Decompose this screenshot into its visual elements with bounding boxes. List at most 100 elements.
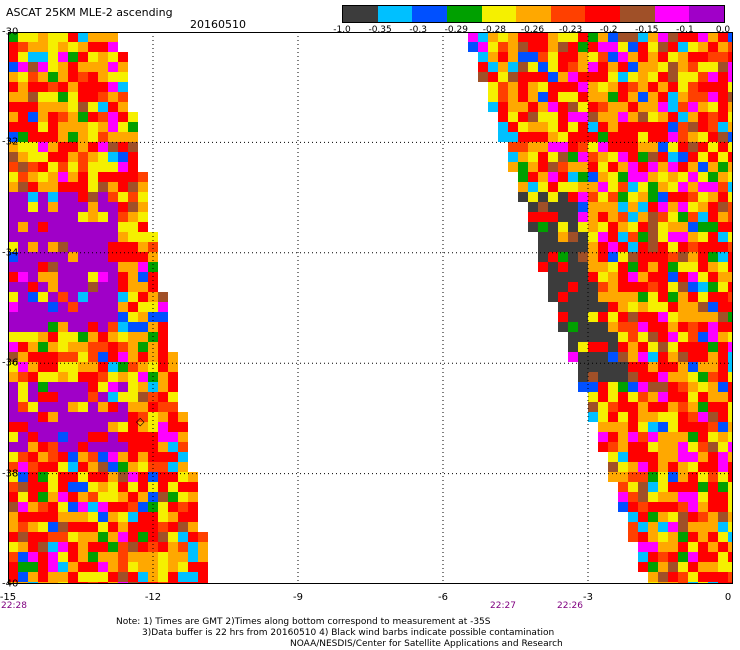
swath-cell (78, 462, 88, 472)
swath-cell (668, 172, 678, 182)
swath-cell (708, 562, 718, 572)
swath-cell (118, 112, 128, 122)
swath-cell (728, 332, 733, 342)
swath-cell (518, 112, 528, 122)
swath-cell (478, 62, 488, 72)
swath-cell (628, 352, 638, 362)
swath-cell (158, 432, 168, 442)
swath-cell (138, 442, 148, 452)
swath-cell (558, 222, 568, 232)
swath-cell (98, 162, 108, 172)
swath-cell (78, 272, 88, 282)
swath-cell (648, 222, 658, 232)
swath-cell (158, 512, 168, 522)
swath-cell (718, 552, 728, 562)
swath-cell (618, 242, 628, 252)
longitude-tick-label: -15 (0, 592, 17, 603)
swath-cell (68, 412, 78, 422)
swath-cell (68, 242, 78, 252)
swath-cell (28, 72, 38, 82)
swath-cell (488, 102, 498, 112)
swath-cell (118, 342, 128, 352)
swath-cell (708, 292, 718, 302)
swath-cell (148, 242, 158, 252)
swath-cell (168, 442, 178, 452)
swath-cell (58, 532, 68, 542)
swath-cell (708, 372, 718, 382)
swath-cell (98, 312, 108, 322)
swath-cell (668, 562, 678, 572)
swath-cell (638, 502, 648, 512)
swath-cell (718, 322, 728, 332)
swath-cell (168, 532, 178, 542)
swath-cell (598, 62, 608, 72)
swath-cell (78, 232, 88, 242)
swath-cell (528, 172, 538, 182)
swath-cell (168, 562, 178, 572)
swath-cell (688, 332, 698, 342)
swath-cell (68, 452, 78, 462)
swath-cell (8, 252, 18, 262)
swath-cell (498, 42, 508, 52)
swath-cell (88, 142, 98, 152)
swath-cell (18, 92, 28, 102)
swath-cell (78, 82, 88, 92)
swath-cell (618, 392, 628, 402)
swath-cell (138, 542, 148, 552)
swath-cell (58, 142, 68, 152)
swath-cell (648, 252, 658, 262)
swath-cell (68, 322, 78, 332)
swath-cell (68, 122, 78, 132)
swath-cell (68, 232, 78, 242)
swath-cell (88, 282, 98, 292)
swath-cell (598, 32, 608, 42)
swath-cell (698, 352, 708, 362)
swath-cell (658, 362, 668, 372)
swath-cell (508, 162, 518, 172)
swath-cell (18, 452, 28, 462)
swath-cell (708, 82, 718, 92)
swath-cell (688, 552, 698, 562)
swath-cell (48, 352, 58, 362)
swath-cell (58, 302, 68, 312)
swath-cell (8, 122, 18, 132)
swath-cell (98, 472, 108, 482)
swath-cell (728, 112, 733, 122)
swath-cell (108, 532, 118, 542)
swath-cell (48, 112, 58, 122)
swath-cell (658, 542, 668, 552)
swath-cell (38, 272, 48, 282)
swath-cell (728, 302, 733, 312)
swath-cell (678, 102, 688, 112)
swath-cell (568, 202, 578, 212)
swath-cell (18, 212, 28, 222)
swath-cell (678, 152, 688, 162)
swath-cell (688, 262, 698, 272)
swath-cell (108, 152, 118, 162)
swath-cell (698, 52, 708, 62)
swath-cell (18, 512, 28, 522)
swath-cell (718, 252, 728, 262)
swath-cell (548, 242, 558, 252)
swath-cell (58, 482, 68, 492)
swath-cell (558, 72, 568, 82)
swath-cell (558, 42, 568, 52)
swath-cell (728, 492, 733, 502)
swath-cell (178, 462, 188, 472)
swath-cell (708, 262, 718, 272)
swath-cell (728, 402, 733, 412)
swath-cell (648, 572, 658, 582)
swath-cell (718, 202, 728, 212)
swath-cell (38, 142, 48, 152)
swath-cell (728, 262, 733, 272)
swath-cell (528, 162, 538, 172)
swath-cell (648, 242, 658, 252)
swath-cell (638, 482, 648, 492)
swath-cell (8, 172, 18, 182)
swath-cell (588, 142, 598, 152)
swath-cell (108, 432, 118, 442)
swath-cell (648, 362, 658, 372)
swath-cell (658, 342, 668, 352)
swath-cell (698, 382, 708, 392)
swath-cell (148, 382, 158, 392)
